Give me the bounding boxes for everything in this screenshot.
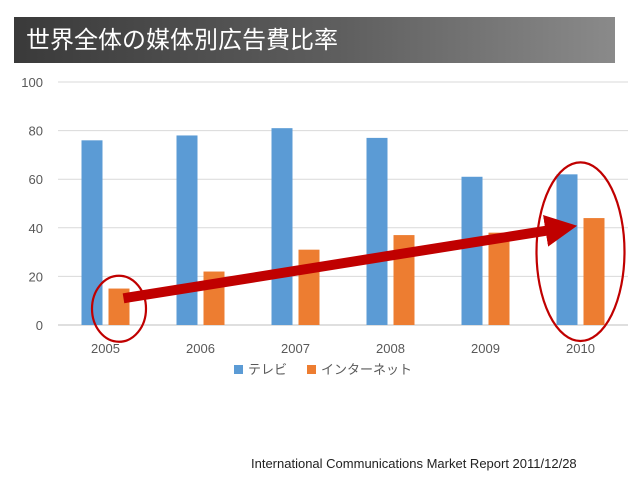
- bar-インターネット-2007: [298, 249, 320, 325]
- bar-テレビ-2005: [81, 140, 103, 325]
- x-tick-label: 2010: [566, 341, 595, 356]
- x-tick-label: 2009: [471, 341, 500, 356]
- bar-テレビ-2007: [271, 128, 293, 325]
- bar-テレビ-2010: [556, 174, 578, 325]
- legend-label: インターネット: [321, 363, 412, 378]
- trend-arrow: [122, 215, 578, 304]
- x-tick-label: 2005: [91, 341, 120, 356]
- bar-テレビ-2008: [366, 137, 388, 325]
- y-tick-label: 60: [29, 172, 43, 187]
- bar-インターネット-2010: [583, 218, 605, 325]
- legend-swatch-インターネット: [307, 365, 316, 374]
- bar-インターネット-2009: [488, 232, 510, 325]
- x-tick-label: 2006: [186, 341, 215, 356]
- y-tick-label: 0: [36, 318, 43, 333]
- highlight-circle-2010: [535, 161, 626, 343]
- legend-label: テレビ: [248, 363, 287, 378]
- y-tick-label: 20: [29, 269, 43, 284]
- y-tick-label: 100: [21, 75, 43, 90]
- highlight-circle-2005: [90, 274, 148, 343]
- x-tick-label: 2008: [376, 341, 405, 356]
- source-citation: International Communications Market Repo…: [251, 456, 577, 471]
- chart-title: 世界全体の媒体別広告費比率: [14, 17, 615, 63]
- y-tick-label: 80: [29, 124, 43, 139]
- bar-テレビ-2006: [176, 135, 198, 325]
- bar-テレビ-2009: [461, 176, 483, 325]
- x-tick-label: 2007: [281, 341, 310, 356]
- y-tick-label: 40: [29, 221, 43, 236]
- legend-swatch-テレビ: [234, 365, 243, 374]
